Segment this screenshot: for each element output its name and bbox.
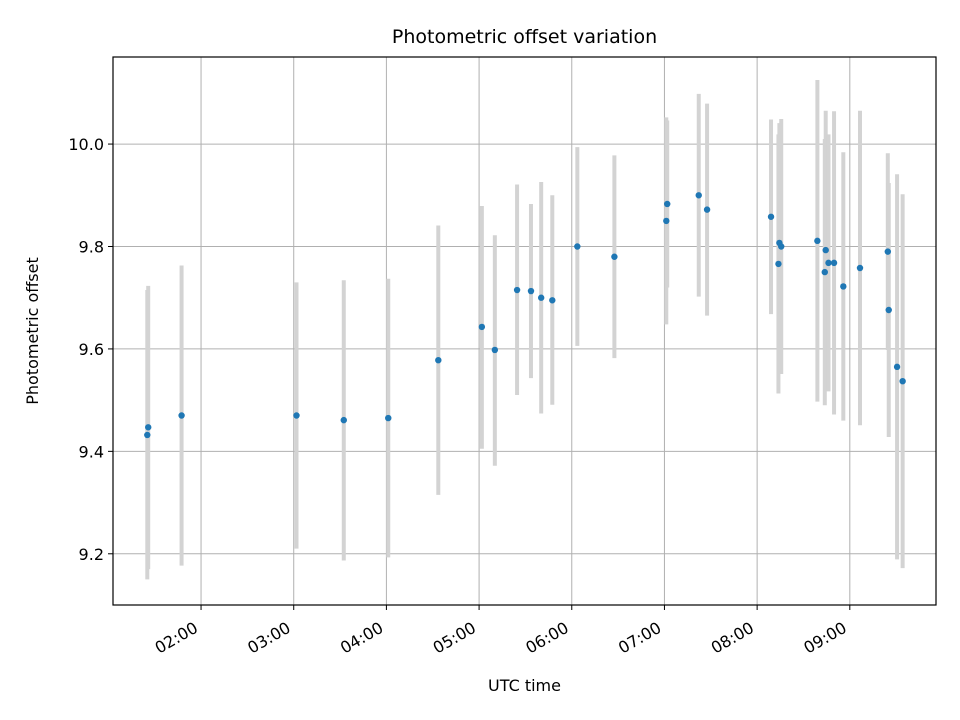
data-point — [293, 412, 300, 419]
data-point — [340, 416, 347, 424]
data-point — [899, 377, 906, 385]
data-point — [663, 217, 670, 225]
plot-frame — [112, 56, 937, 606]
y-tick-label: 10.0 — [68, 135, 104, 154]
y-tick-label: 9.6 — [79, 340, 104, 359]
data-points — [144, 192, 906, 439]
data-point — [527, 287, 535, 295]
data-point — [821, 268, 828, 276]
data-point — [574, 243, 581, 250]
y-axis-label: Photometric offset — [23, 257, 42, 405]
data-point — [767, 213, 775, 220]
data-point — [478, 323, 486, 331]
data-point — [549, 297, 556, 304]
y-tick-label: 9.2 — [79, 545, 104, 564]
x-tick-label: 07:00 — [615, 618, 664, 658]
grid — [113, 57, 936, 605]
data-point — [856, 264, 864, 272]
data-point — [145, 424, 152, 431]
x-tick-label: 06:00 — [522, 618, 571, 658]
data-point — [178, 412, 185, 419]
plot-area — [112, 56, 937, 606]
x-axis-label: UTC time — [488, 676, 561, 695]
x-tick-label: 02:00 — [152, 618, 201, 658]
x-axis: 02:00 03:00 04:00 05:00 06:00 07:00 08:00 09:00 — [152, 605, 851, 658]
data-point — [893, 363, 901, 371]
data-point — [537, 294, 545, 301]
data-point — [611, 253, 618, 260]
y-tick-label: 9.4 — [79, 442, 104, 461]
data-point — [491, 346, 499, 354]
data-point — [778, 243, 785, 250]
y-tick-label: 9.8 — [79, 237, 104, 256]
data-point — [775, 260, 782, 268]
data-point — [385, 414, 392, 422]
data-point — [435, 356, 442, 364]
data-point — [884, 248, 892, 255]
x-tick-label: 09:00 — [800, 618, 849, 658]
data-point — [695, 192, 702, 199]
data-point — [825, 259, 832, 267]
error-bars — [145, 80, 905, 580]
data-point — [840, 283, 847, 290]
data-point — [144, 431, 151, 439]
data-point — [814, 237, 821, 245]
data-point — [830, 259, 838, 267]
data-point — [885, 306, 892, 314]
x-tick-label: 04:00 — [337, 618, 386, 658]
y-axis: 9.2 9.4 9.6 9.8 10.0 — [68, 135, 113, 564]
data-point — [703, 206, 711, 213]
chart-title: Photometric offset variation — [392, 26, 657, 48]
x-tick-label: 05:00 — [430, 618, 479, 658]
x-tick-label: 03:00 — [244, 618, 293, 658]
x-tick-label: 08:00 — [708, 618, 757, 658]
data-point — [822, 246, 829, 254]
data-point — [664, 200, 671, 208]
data-point — [513, 286, 521, 294]
